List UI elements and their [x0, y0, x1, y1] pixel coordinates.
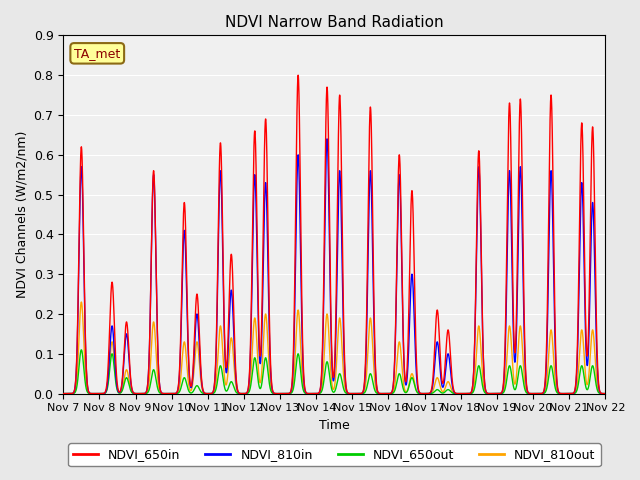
- X-axis label: Time: Time: [319, 419, 349, 432]
- Legend: NDVI_650in, NDVI_810in, NDVI_650out, NDVI_810out: NDVI_650in, NDVI_810in, NDVI_650out, NDV…: [68, 443, 600, 466]
- Title: NDVI Narrow Band Radiation: NDVI Narrow Band Radiation: [225, 15, 444, 30]
- Text: TA_met: TA_met: [74, 47, 120, 60]
- Y-axis label: NDVI Channels (W/m2/nm): NDVI Channels (W/m2/nm): [15, 131, 28, 298]
